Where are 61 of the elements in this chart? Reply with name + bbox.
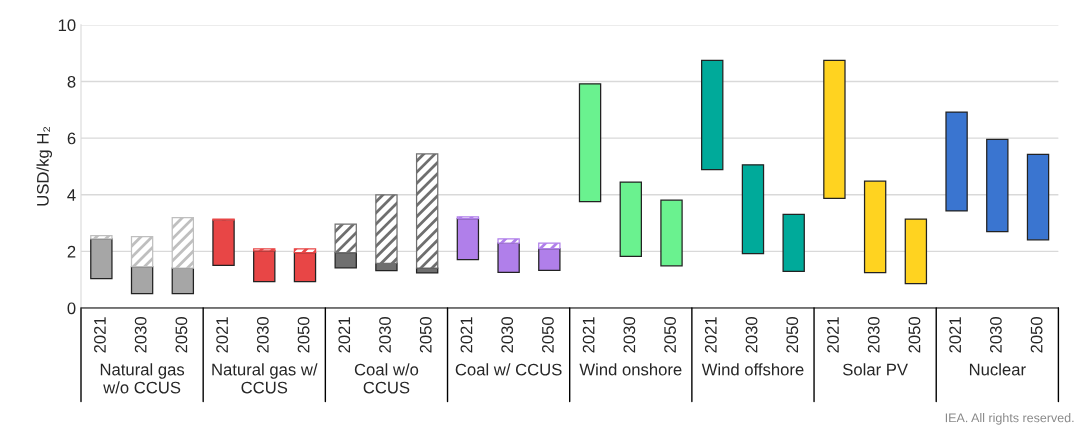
x-tick-label: 2021 [949,317,962,353]
x-tick-label: 2050 [664,317,676,353]
y-tick-label: 0 [67,302,76,315]
x-tick-label: 2021 [216,317,229,353]
x-tick-label: 2030 [867,317,880,353]
text: Wind onshore [579,363,682,376]
x-tick-label: 2021 [827,317,839,353]
bar [538,247,561,271]
bar [130,266,154,295]
bar [171,267,195,295]
x-tick-label: 2030 [745,317,758,353]
x-tick-label: 2021 [704,317,717,353]
x-tick-label: 2030 [989,317,1002,353]
bar [782,213,805,273]
bar [701,59,724,171]
bar [456,217,480,261]
x-tick-label: 2050 [542,317,554,353]
text: Coal w/ CCUS [455,363,562,376]
y-tick-label: 6 [67,132,76,145]
x-tick-label: 2021 [94,317,106,353]
x-tick-label: 2050 [908,317,921,353]
y-tick-label: 4 [67,189,76,201]
bar [863,180,887,274]
text: IEA. All rights reserved. [945,413,1074,425]
bar [945,111,968,212]
x-tick-label: 2030 [501,317,514,353]
bar [823,59,846,200]
text: Nuclear [969,363,1026,376]
y-tick-label: 2 [67,245,76,258]
bar [578,83,602,203]
x-tick-label: 2050 [175,317,188,353]
bar [741,164,765,255]
y-tick-label: 8 [67,75,76,88]
bar [660,199,683,267]
bar [497,242,520,273]
text: Natural gas w/ CCUS [212,363,318,394]
x-tick-label: 2030 [134,317,147,353]
x-tick-label: 2030 [623,317,636,353]
x-tick-label: 2021 [460,317,473,353]
bar [986,138,1009,233]
bar [1026,153,1050,241]
bar [253,250,276,283]
bar [619,181,643,258]
y-axis-title: USD/kg H₂ [36,127,53,206]
bar [904,218,928,285]
x-tick-label: 2050 [419,317,432,353]
x-tick-label: 2021 [582,317,595,353]
text: Natural gas w/o CCUS [100,363,185,394]
text: Wind offshore [701,363,804,376]
x-tick-label: 2030 [379,317,391,353]
x-tick-label: 2050 [1030,317,1043,353]
y-tick-label: 10 [58,19,76,32]
text: Coal w/o CCUS [354,363,419,394]
x-tick-label: 2050 [786,317,799,353]
x-tick-label: 2030 [256,317,269,353]
bar [293,251,317,283]
text: Solar PV [843,363,908,376]
bar [212,219,235,266]
x-tick-label: 2050 [297,317,310,353]
bar [90,238,113,280]
x-tick-label: 2021 [338,317,351,353]
